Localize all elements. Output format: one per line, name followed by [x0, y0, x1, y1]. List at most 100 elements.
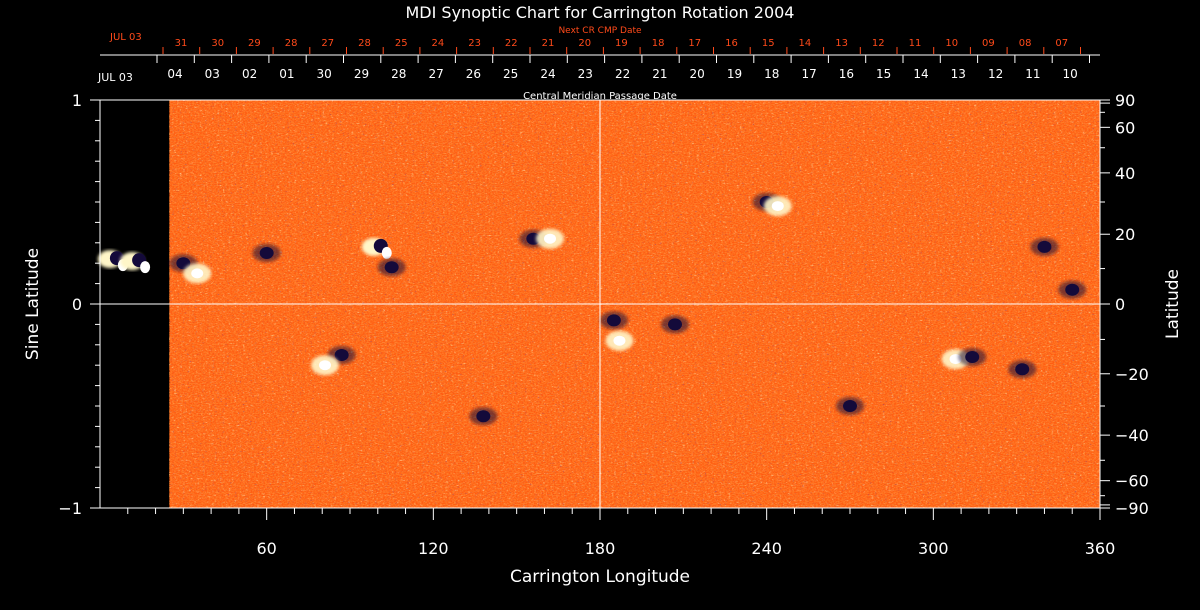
active-region	[661, 315, 689, 334]
cmp-date-label: 27	[428, 67, 443, 81]
region-negative-core	[1015, 363, 1030, 376]
cmp-date-label: 17	[801, 67, 816, 81]
axes: 60 120 180 240 300 360 −1 0 1 90 60 40 20 0 −20 −40 −60 −…	[58, 91, 1148, 558]
active-region	[605, 330, 634, 351]
cmp-date-label: 30	[317, 67, 332, 81]
region-positive-core	[319, 360, 331, 371]
next-cr-date-label: 12	[872, 38, 885, 49]
cmp-date-label: 12	[988, 67, 1003, 81]
active-region	[377, 258, 406, 277]
cmp-date-label: 03	[205, 67, 220, 81]
cmp-axis-title: Central Meridian Passage Date	[523, 91, 677, 102]
next-cr-date-label: 20	[578, 38, 591, 49]
cmp-date-label: 24	[540, 67, 555, 81]
cmp-date-label: 13	[951, 67, 966, 81]
next-cr-date-label: 24	[432, 38, 445, 49]
next-cr-date-label: 30	[211, 38, 224, 49]
region-positive-core	[140, 261, 151, 274]
next-cr-date-label: 07	[1055, 38, 1068, 49]
x-tick-label: 60	[256, 539, 276, 558]
next-cr-date-label: 19	[615, 38, 628, 49]
cmp-date-label: 19	[727, 67, 742, 81]
next-cr-date-label: 25	[395, 38, 408, 49]
cmp-date-label: 29	[354, 67, 369, 81]
lat-tick-label: 90	[1115, 91, 1135, 110]
region-negative-core	[384, 261, 399, 274]
cmp-date-label: 20	[690, 67, 705, 81]
cmp-date-label: 01	[279, 67, 294, 81]
active-region	[958, 348, 987, 367]
x-tick-label: 180	[585, 539, 616, 558]
next-cr-date-label: 21	[542, 38, 555, 49]
next-cr-date-label: 14	[799, 38, 812, 49]
active-region	[599, 311, 628, 330]
cmp-date-label: 28	[391, 67, 406, 81]
next-cr-cmp-axis: JUL 03 31 30 29 28 27 28 25 24 23 22 21 20 19 18 17 16 15…	[109, 32, 1081, 54]
next-cr-date-label: 22	[505, 38, 518, 49]
next-cr-date-label: 13	[835, 38, 848, 49]
lat-tick-label: −40	[1115, 426, 1149, 445]
lat-tick-label: 40	[1115, 164, 1135, 183]
region-negative-core	[176, 257, 191, 270]
active-region	[469, 407, 498, 426]
active-region	[836, 397, 864, 415]
active-region	[763, 196, 792, 217]
cmp-axis-start-label: JUL 03	[97, 71, 133, 84]
next-cr-date-label: 15	[762, 38, 775, 49]
cmp-date-label: 22	[615, 67, 630, 81]
region-negative-core	[334, 349, 349, 361]
cmp-date-label: 16	[839, 67, 854, 81]
next-cr-date-label: 28	[285, 38, 298, 49]
active-regions	[97, 193, 1087, 426]
cmp-date-label: 21	[652, 67, 667, 81]
cmp-date-label: 23	[578, 67, 593, 81]
next-cr-date-label: 28	[358, 38, 371, 49]
x-tick-label: 240	[751, 539, 782, 558]
region-negative-core	[668, 318, 682, 331]
lat-tick-label: −20	[1115, 365, 1149, 384]
next-cr-axis-start-label: JUL 03	[109, 32, 142, 43]
lat-tick-label: 0	[1115, 295, 1125, 314]
next-cr-date-label: 31	[175, 38, 188, 49]
x-axis-title: Carrington Longitude	[510, 567, 690, 587]
lat-tick-label: −60	[1115, 472, 1149, 491]
next-cr-date-label: 08	[1019, 38, 1032, 49]
y-axis-title: Sine Latitude	[23, 248, 43, 360]
cmp-date-label: 25	[503, 67, 518, 81]
cmp-date-label: 02	[242, 67, 257, 81]
active-region	[1030, 237, 1059, 256]
active-region	[183, 263, 212, 284]
next-cr-date-label: 10	[945, 38, 958, 49]
next-cr-date-label: 16	[725, 38, 738, 49]
cmp-date-label: 04	[167, 67, 182, 81]
active-region	[361, 237, 392, 259]
y-tick-label: 1	[72, 91, 82, 110]
region-negative-core	[965, 351, 980, 364]
region-negative-core	[476, 410, 491, 423]
chart-title: MDI Synoptic Chart for Carrington Rotati…	[406, 3, 795, 22]
x-tick-label: 360	[1085, 539, 1116, 558]
active-region	[311, 355, 339, 376]
cmp-date-label: 15	[876, 67, 891, 81]
y-tick-label: −1	[58, 499, 82, 518]
next-cr-date-label: 27	[321, 38, 334, 49]
region-positive-core	[771, 201, 784, 212]
next-cr-date-label: 11	[909, 38, 922, 49]
x-tick-label: 300	[918, 539, 949, 558]
active-region	[1058, 280, 1087, 299]
cmp-date-label: 18	[764, 67, 779, 81]
cmp-date-label: 26	[466, 67, 481, 81]
cmp-date-label: 10	[1063, 67, 1078, 81]
cmp-date-axis: JUL 03 04 03 02 01 30 29 28 27 26 25 24 23 22 21 20 19 18…	[97, 54, 1100, 84]
active-region	[1008, 360, 1037, 379]
next-cr-date-label: 17	[688, 38, 701, 49]
next-cr-date-label: 18	[652, 38, 665, 49]
region-positive-core	[544, 233, 556, 244]
region-positive-core	[613, 335, 626, 346]
next-cr-axis-title: Next CR CMP Date	[558, 26, 642, 36]
region-negative-core	[606, 314, 621, 327]
next-cr-date-label: 23	[468, 38, 481, 49]
region-negative-core	[1037, 240, 1052, 253]
region-positive-core	[191, 268, 204, 279]
